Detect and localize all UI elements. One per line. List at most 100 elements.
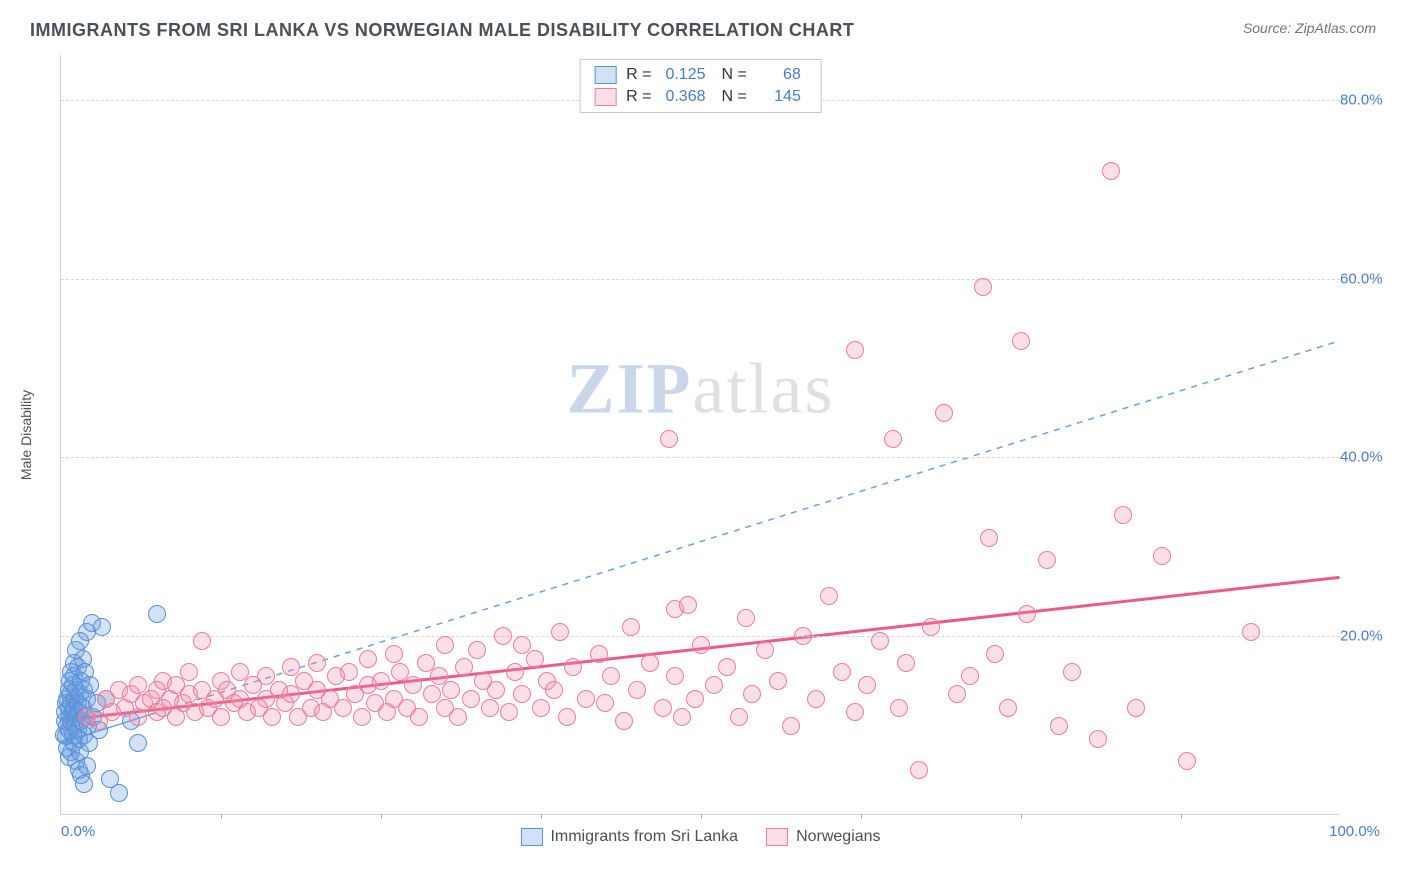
n-label: N = xyxy=(722,88,747,106)
data-point-norwegians xyxy=(167,708,185,726)
data-point-norwegians xyxy=(558,708,576,726)
data-point-sri_lanka xyxy=(70,730,88,748)
data-point-norwegians xyxy=(417,654,435,672)
data-point-norwegians xyxy=(135,694,153,712)
data-point-norwegians xyxy=(1242,623,1260,641)
data-point-sri_lanka xyxy=(70,761,88,779)
data-point-norwegians xyxy=(186,703,204,721)
y-tick-label: 60.0% xyxy=(1340,270,1392,287)
data-point-norwegians xyxy=(654,699,672,717)
data-point-norwegians xyxy=(154,699,172,717)
series-legend-label: Immigrants from Sri Lanka xyxy=(550,828,738,846)
data-point-sri_lanka xyxy=(66,717,84,735)
data-point-norwegians xyxy=(270,681,288,699)
data-point-sri_lanka xyxy=(129,734,147,752)
data-point-norwegians xyxy=(564,658,582,676)
data-point-norwegians xyxy=(833,663,851,681)
data-point-norwegians xyxy=(282,685,300,703)
data-point-norwegians xyxy=(622,618,640,636)
data-point-sri_lanka xyxy=(67,681,85,699)
data-point-norwegians xyxy=(1038,551,1056,569)
data-point-norwegians xyxy=(372,672,390,690)
data-point-sri_lanka xyxy=(67,708,85,726)
data-point-norwegians xyxy=(174,694,192,712)
data-point-norwegians xyxy=(231,663,249,681)
watermark-zip: ZIP xyxy=(567,348,693,428)
x-axis-min-label: 0.0% xyxy=(61,823,95,840)
trend-line-sri_lanka xyxy=(61,714,150,742)
data-point-sri_lanka xyxy=(66,690,84,708)
data-point-sri_lanka xyxy=(75,726,93,744)
data-point-sri_lanka xyxy=(148,605,166,623)
data-point-sri_lanka xyxy=(71,743,89,761)
data-point-norwegians xyxy=(404,676,422,694)
data-point-sri_lanka xyxy=(72,712,90,730)
data-point-norwegians xyxy=(769,672,787,690)
data-point-norwegians xyxy=(686,690,704,708)
data-point-norwegians xyxy=(948,685,966,703)
data-point-sri_lanka xyxy=(88,694,106,712)
data-point-sri_lanka xyxy=(70,703,88,721)
data-point-norwegians xyxy=(462,690,480,708)
data-point-sri_lanka xyxy=(84,708,102,726)
data-point-norwegians xyxy=(474,672,492,690)
chart-container: Male Disability ZIPatlas R =0.125N =68R … xyxy=(60,55,1380,815)
data-point-norwegians xyxy=(1153,547,1171,565)
x-tick xyxy=(541,814,542,819)
data-point-norwegians xyxy=(705,676,723,694)
data-point-norwegians xyxy=(442,681,460,699)
data-point-sri_lanka xyxy=(72,672,90,690)
data-point-sri_lanka xyxy=(78,623,96,641)
data-point-norwegians xyxy=(692,636,710,654)
data-point-norwegians xyxy=(430,667,448,685)
data-point-norwegians xyxy=(449,708,467,726)
data-point-norwegians xyxy=(481,699,499,717)
data-point-norwegians xyxy=(78,708,96,726)
data-point-sri_lanka xyxy=(57,694,75,712)
data-point-sri_lanka xyxy=(74,699,92,717)
data-point-norwegians xyxy=(615,712,633,730)
data-point-norwegians xyxy=(513,636,531,654)
data-point-sri_lanka xyxy=(78,757,96,775)
data-point-sri_lanka xyxy=(101,770,119,788)
x-tick xyxy=(1021,814,1022,819)
data-point-norwegians xyxy=(526,650,544,668)
data-point-norwegians xyxy=(321,690,339,708)
data-point-sri_lanka xyxy=(60,721,78,739)
data-point-norwegians xyxy=(596,694,614,712)
data-point-sri_lanka xyxy=(69,658,87,676)
data-point-norwegians xyxy=(391,663,409,681)
data-point-norwegians xyxy=(231,690,249,708)
data-point-sri_lanka xyxy=(67,641,85,659)
data-point-norwegians xyxy=(423,685,441,703)
series-legend-label: Norwegians xyxy=(796,828,880,846)
data-point-sri_lanka xyxy=(57,727,75,745)
data-point-norwegians xyxy=(871,632,889,650)
data-point-sri_lanka xyxy=(80,734,98,752)
data-point-norwegians xyxy=(378,703,396,721)
legend-swatch xyxy=(594,66,616,84)
source-credit: Source: ZipAtlas.com xyxy=(1243,20,1376,38)
data-point-norwegians xyxy=(250,699,268,717)
data-point-norwegians xyxy=(1127,699,1145,717)
data-point-sri_lanka xyxy=(56,703,74,721)
y-axis-label: Male Disability xyxy=(18,390,34,480)
data-point-sri_lanka xyxy=(64,676,82,694)
n-value: 68 xyxy=(753,66,807,84)
data-point-norwegians xyxy=(718,658,736,676)
data-point-norwegians xyxy=(737,609,755,627)
data-point-sri_lanka xyxy=(62,712,80,730)
data-point-norwegians xyxy=(340,663,358,681)
data-point-norwegians xyxy=(410,708,428,726)
data-point-norwegians xyxy=(1018,605,1036,623)
data-point-norwegians xyxy=(193,681,211,699)
data-point-norwegians xyxy=(366,694,384,712)
data-point-norwegians xyxy=(590,645,608,663)
correlation-legend: R =0.125N =68R =0.368N =145 xyxy=(579,59,822,113)
data-point-sri_lanka xyxy=(64,726,82,744)
data-point-norwegians xyxy=(398,699,416,717)
data-point-norwegians xyxy=(910,761,928,779)
data-point-sri_lanka xyxy=(62,694,80,712)
watermark: ZIPatlas xyxy=(567,347,835,430)
data-point-norwegians xyxy=(154,672,172,690)
